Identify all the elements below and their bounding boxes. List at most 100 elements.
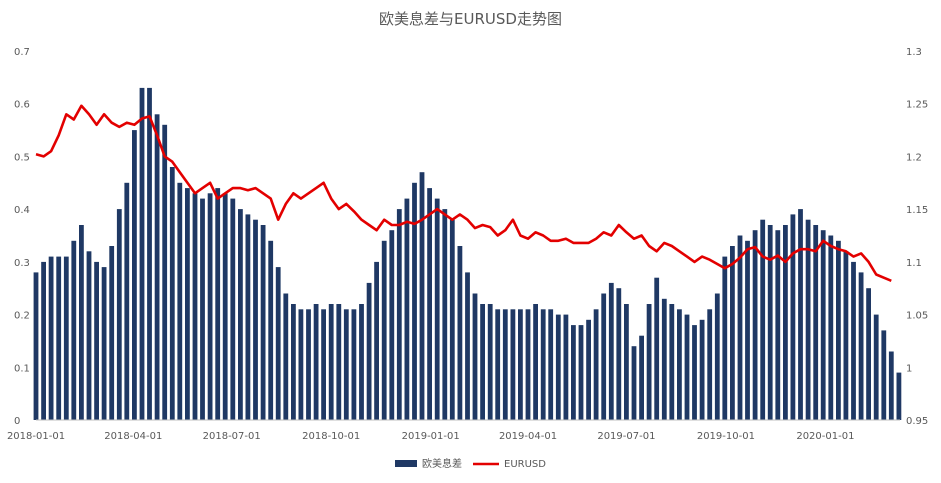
bar-spread xyxy=(374,261,379,420)
bar-spread xyxy=(593,309,599,420)
bar-spread xyxy=(480,304,485,420)
bar-spread xyxy=(63,256,69,420)
bar-spread xyxy=(714,293,720,420)
bar-spread xyxy=(798,209,803,420)
bar-spread xyxy=(169,167,175,420)
y-right-tick-label: 1.3 xyxy=(906,47,922,58)
bar-spread xyxy=(813,225,819,420)
bar-spread xyxy=(177,182,183,420)
bar-spread xyxy=(790,214,796,420)
bar-spread xyxy=(601,293,607,420)
y-right-tick-label: 1.15 xyxy=(906,205,928,216)
line-layer xyxy=(35,104,892,283)
y-left-tick-label: 0.3 xyxy=(14,258,30,269)
bar-spread xyxy=(851,261,856,420)
bar-spread xyxy=(109,246,115,420)
bar-spread xyxy=(752,230,758,420)
y-right-tick-label: 1 xyxy=(906,363,912,374)
bar-spread xyxy=(253,219,258,420)
bar-spread xyxy=(321,309,326,420)
bar-spread xyxy=(540,309,546,420)
bar-spread xyxy=(101,267,107,420)
axes-layer: 0 0.1 0.2 0.3 0.4 0.5 0.6 0.7 0.95 1 1.05 1.1 1.15 1.… xyxy=(7,47,928,442)
bar-spread xyxy=(283,293,289,420)
bar-spread xyxy=(359,304,364,420)
x-tick-label: 2019-04-01 xyxy=(499,431,557,442)
y-right-tick-label: 1.25 xyxy=(906,100,928,111)
bar-spread xyxy=(631,346,637,420)
bar-spread xyxy=(154,114,160,421)
bar-spread xyxy=(873,314,879,420)
bar-spread xyxy=(533,304,538,420)
bar-spread xyxy=(737,235,743,420)
bar-spread xyxy=(616,288,622,420)
bar-spread xyxy=(419,172,425,420)
bar-spread xyxy=(396,209,402,420)
bar-spread xyxy=(192,193,198,420)
bar-spread xyxy=(434,198,440,420)
y-left-tick-label: 0.4 xyxy=(14,205,30,216)
bar-spread xyxy=(858,272,864,420)
bar-spread xyxy=(525,309,531,420)
x-tick-label: 2019-01-01 xyxy=(402,431,460,442)
bar-spread xyxy=(677,309,682,420)
bar-spread xyxy=(722,256,728,420)
bar-spread xyxy=(805,219,811,420)
bar-spread xyxy=(79,225,84,420)
bar-spread xyxy=(669,304,675,420)
bar-spread xyxy=(745,240,750,420)
bar-spread xyxy=(132,130,137,420)
bar-spread xyxy=(215,188,221,420)
bar-spread xyxy=(56,256,62,420)
bar-spread xyxy=(646,304,652,420)
bar-spread xyxy=(328,304,334,420)
bar-spread xyxy=(661,298,667,420)
bar-spread xyxy=(730,246,735,420)
bar-spread xyxy=(487,304,493,420)
bar-spread xyxy=(828,235,834,420)
bar-spread xyxy=(275,267,281,420)
bar-spread xyxy=(571,325,576,420)
bar-spread xyxy=(41,261,46,420)
bar-spread xyxy=(306,309,311,420)
bar-spread xyxy=(555,314,561,420)
bar-spread xyxy=(412,182,417,420)
bar-spread xyxy=(389,230,395,420)
bar-spread xyxy=(313,304,319,420)
y-left-tick-label: 0 xyxy=(14,416,20,427)
x-tick-label: 2018-01-01 xyxy=(7,431,65,442)
y-left-tick-label: 0.6 xyxy=(14,100,30,111)
bar-spread xyxy=(896,372,902,420)
bar-spread xyxy=(404,198,410,420)
bar-spread xyxy=(200,198,205,420)
bar-spread xyxy=(147,87,152,421)
bar-spread xyxy=(586,319,591,420)
y-left-tick-label: 0.7 xyxy=(14,47,30,58)
legend-label-eurusd: EURUSD xyxy=(504,459,546,470)
bar-spread xyxy=(684,314,690,420)
bar-spread xyxy=(162,124,168,421)
y-left-tick-label: 0.1 xyxy=(14,363,30,374)
bar-spread xyxy=(442,209,448,420)
bar-spread xyxy=(495,309,501,420)
bar-spread xyxy=(692,325,697,420)
bar-spread xyxy=(767,225,773,420)
bar-spread xyxy=(707,309,713,420)
y-left-tick-label: 0.2 xyxy=(14,311,30,322)
bar-spread xyxy=(820,230,826,420)
bar-spread xyxy=(548,309,554,420)
bar-spread xyxy=(775,230,781,420)
bar-spread xyxy=(866,288,871,420)
bar-spread xyxy=(760,219,766,420)
bar-spread xyxy=(33,272,39,420)
y-right-tick-label: 1.05 xyxy=(906,311,928,322)
bar-spread xyxy=(427,188,432,420)
x-tick-label: 2019-10-01 xyxy=(697,431,755,442)
bar-spread xyxy=(238,209,243,420)
bar-spread xyxy=(298,309,304,420)
bar-spread xyxy=(881,330,887,420)
bar-spread xyxy=(222,193,228,420)
bar-spread xyxy=(230,198,236,420)
